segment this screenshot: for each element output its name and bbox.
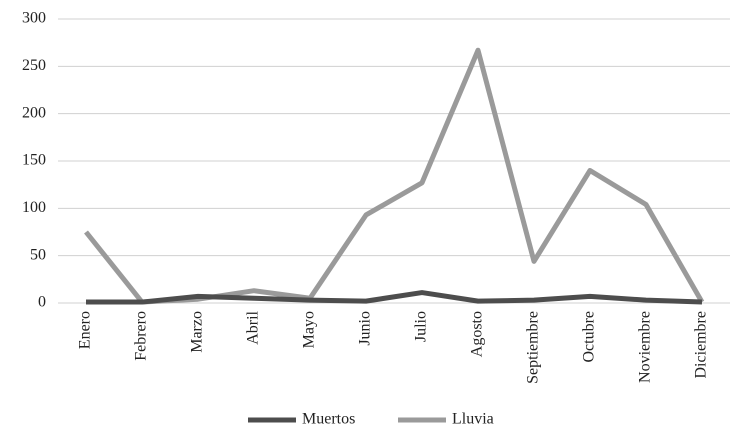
y-tick-label: 300 <box>22 10 46 27</box>
y-tick-label: 150 <box>22 152 46 169</box>
x-tick-label: Octubre <box>581 311 598 363</box>
x-tick-label: Enero <box>77 311 94 349</box>
x-tick-label: Diciembre <box>693 311 710 379</box>
x-tick-label: Marzo <box>189 311 206 353</box>
x-tick-label: Junio <box>357 311 374 346</box>
line-series <box>86 290 703 305</box>
y-tick-label: 100 <box>22 199 46 216</box>
x-tick-label: Febrero <box>133 311 150 361</box>
x-tick-label: Julio <box>413 311 430 342</box>
x-tick-label: Septiembre <box>525 311 542 384</box>
y-tick-label: 50 <box>30 246 46 263</box>
x-tick-label: Agosto <box>469 311 486 357</box>
y-tick-label: 250 <box>22 57 46 74</box>
legend-label: Lluvia <box>452 411 494 428</box>
x-tick-label: Abril <box>245 310 262 344</box>
y-tick-label: 200 <box>22 104 46 121</box>
x-tick-label: Noviembre <box>637 311 654 383</box>
y-tick-label: 0 <box>38 294 46 311</box>
x-tick-label: Mayo <box>301 311 318 348</box>
legend-label: Muertos <box>302 411 355 428</box>
line-series <box>84 47 705 305</box>
